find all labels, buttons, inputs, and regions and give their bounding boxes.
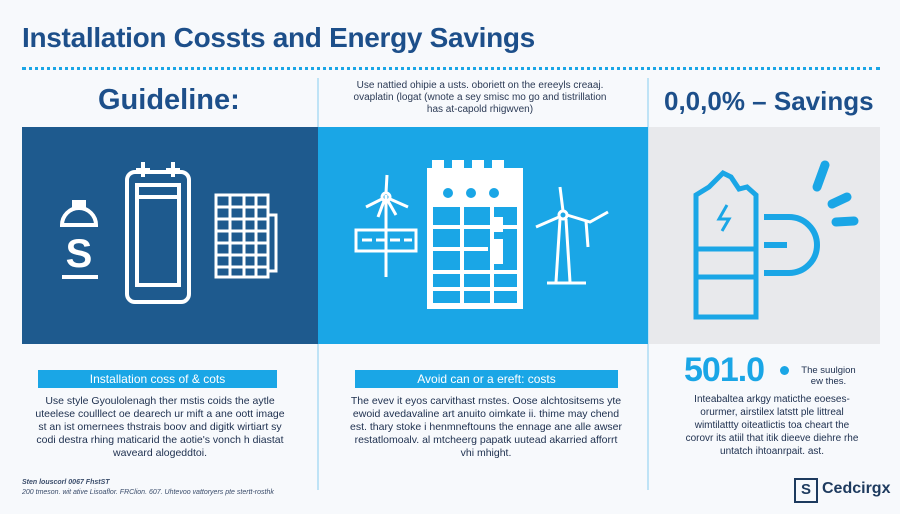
wind-turbine-icon	[535, 186, 609, 285]
battery-icon	[125, 162, 191, 304]
installation-panel: S	[22, 127, 318, 344]
dotted-divider	[22, 67, 880, 70]
footer-line-2: 200 tmeson. wit ative Lisoaflor. FRClion…	[22, 489, 274, 496]
savings-heading: 0,0,0% – Savings	[664, 86, 874, 116]
savings-paragraph: Inteabaltea arkgy maticthe eoeses- orurm…	[685, 394, 859, 457]
brand-name: Cedcirgx	[822, 480, 891, 497]
stat-note: The suulgion ew thes.	[801, 365, 856, 387]
middle-note: Use nattied ohipie a usts. oboriett on t…	[353, 80, 607, 115]
avoid-costs-icons	[354, 160, 609, 309]
savings-panel	[649, 127, 880, 344]
savings-stat: 501.0	[684, 351, 765, 389]
dollar-bag-icon: S	[59, 200, 99, 279]
bullet-dot	[780, 366, 789, 375]
installation-paragraph: Use style Gyoulolenagh ther mstis coids …	[35, 395, 285, 459]
page-title: Installation Cossts and Energy Savings	[22, 22, 535, 53]
spark-lines-icon	[812, 160, 859, 227]
footer-line-1: Sten louscorl 0067 FhstST	[22, 479, 110, 486]
avoid-costs-paragraph: The evev it eyos carvithast rnstes. Oose…	[350, 395, 623, 459]
guideline-heading: Guideline:	[98, 84, 240, 116]
column-divider	[647, 78, 649, 490]
avoid-costs-panel	[318, 127, 648, 344]
brand-logo-letter: S	[800, 481, 811, 498]
avoid-costs-label: Avoid can or a ereft: costs	[355, 370, 618, 388]
calendar-building-icon	[427, 160, 523, 309]
installation-label: Installation coss of & cots	[38, 370, 277, 388]
battery-charge-icon	[693, 169, 759, 320]
installation-icons: S	[59, 162, 278, 304]
magnet-icon	[764, 214, 820, 276]
brand-logo: S	[794, 478, 818, 503]
spreadsheet-icon	[214, 193, 278, 279]
savings-icons	[693, 160, 859, 320]
wind-turbine-panel-icon	[354, 174, 418, 277]
svg-text:S: S	[66, 232, 93, 276]
